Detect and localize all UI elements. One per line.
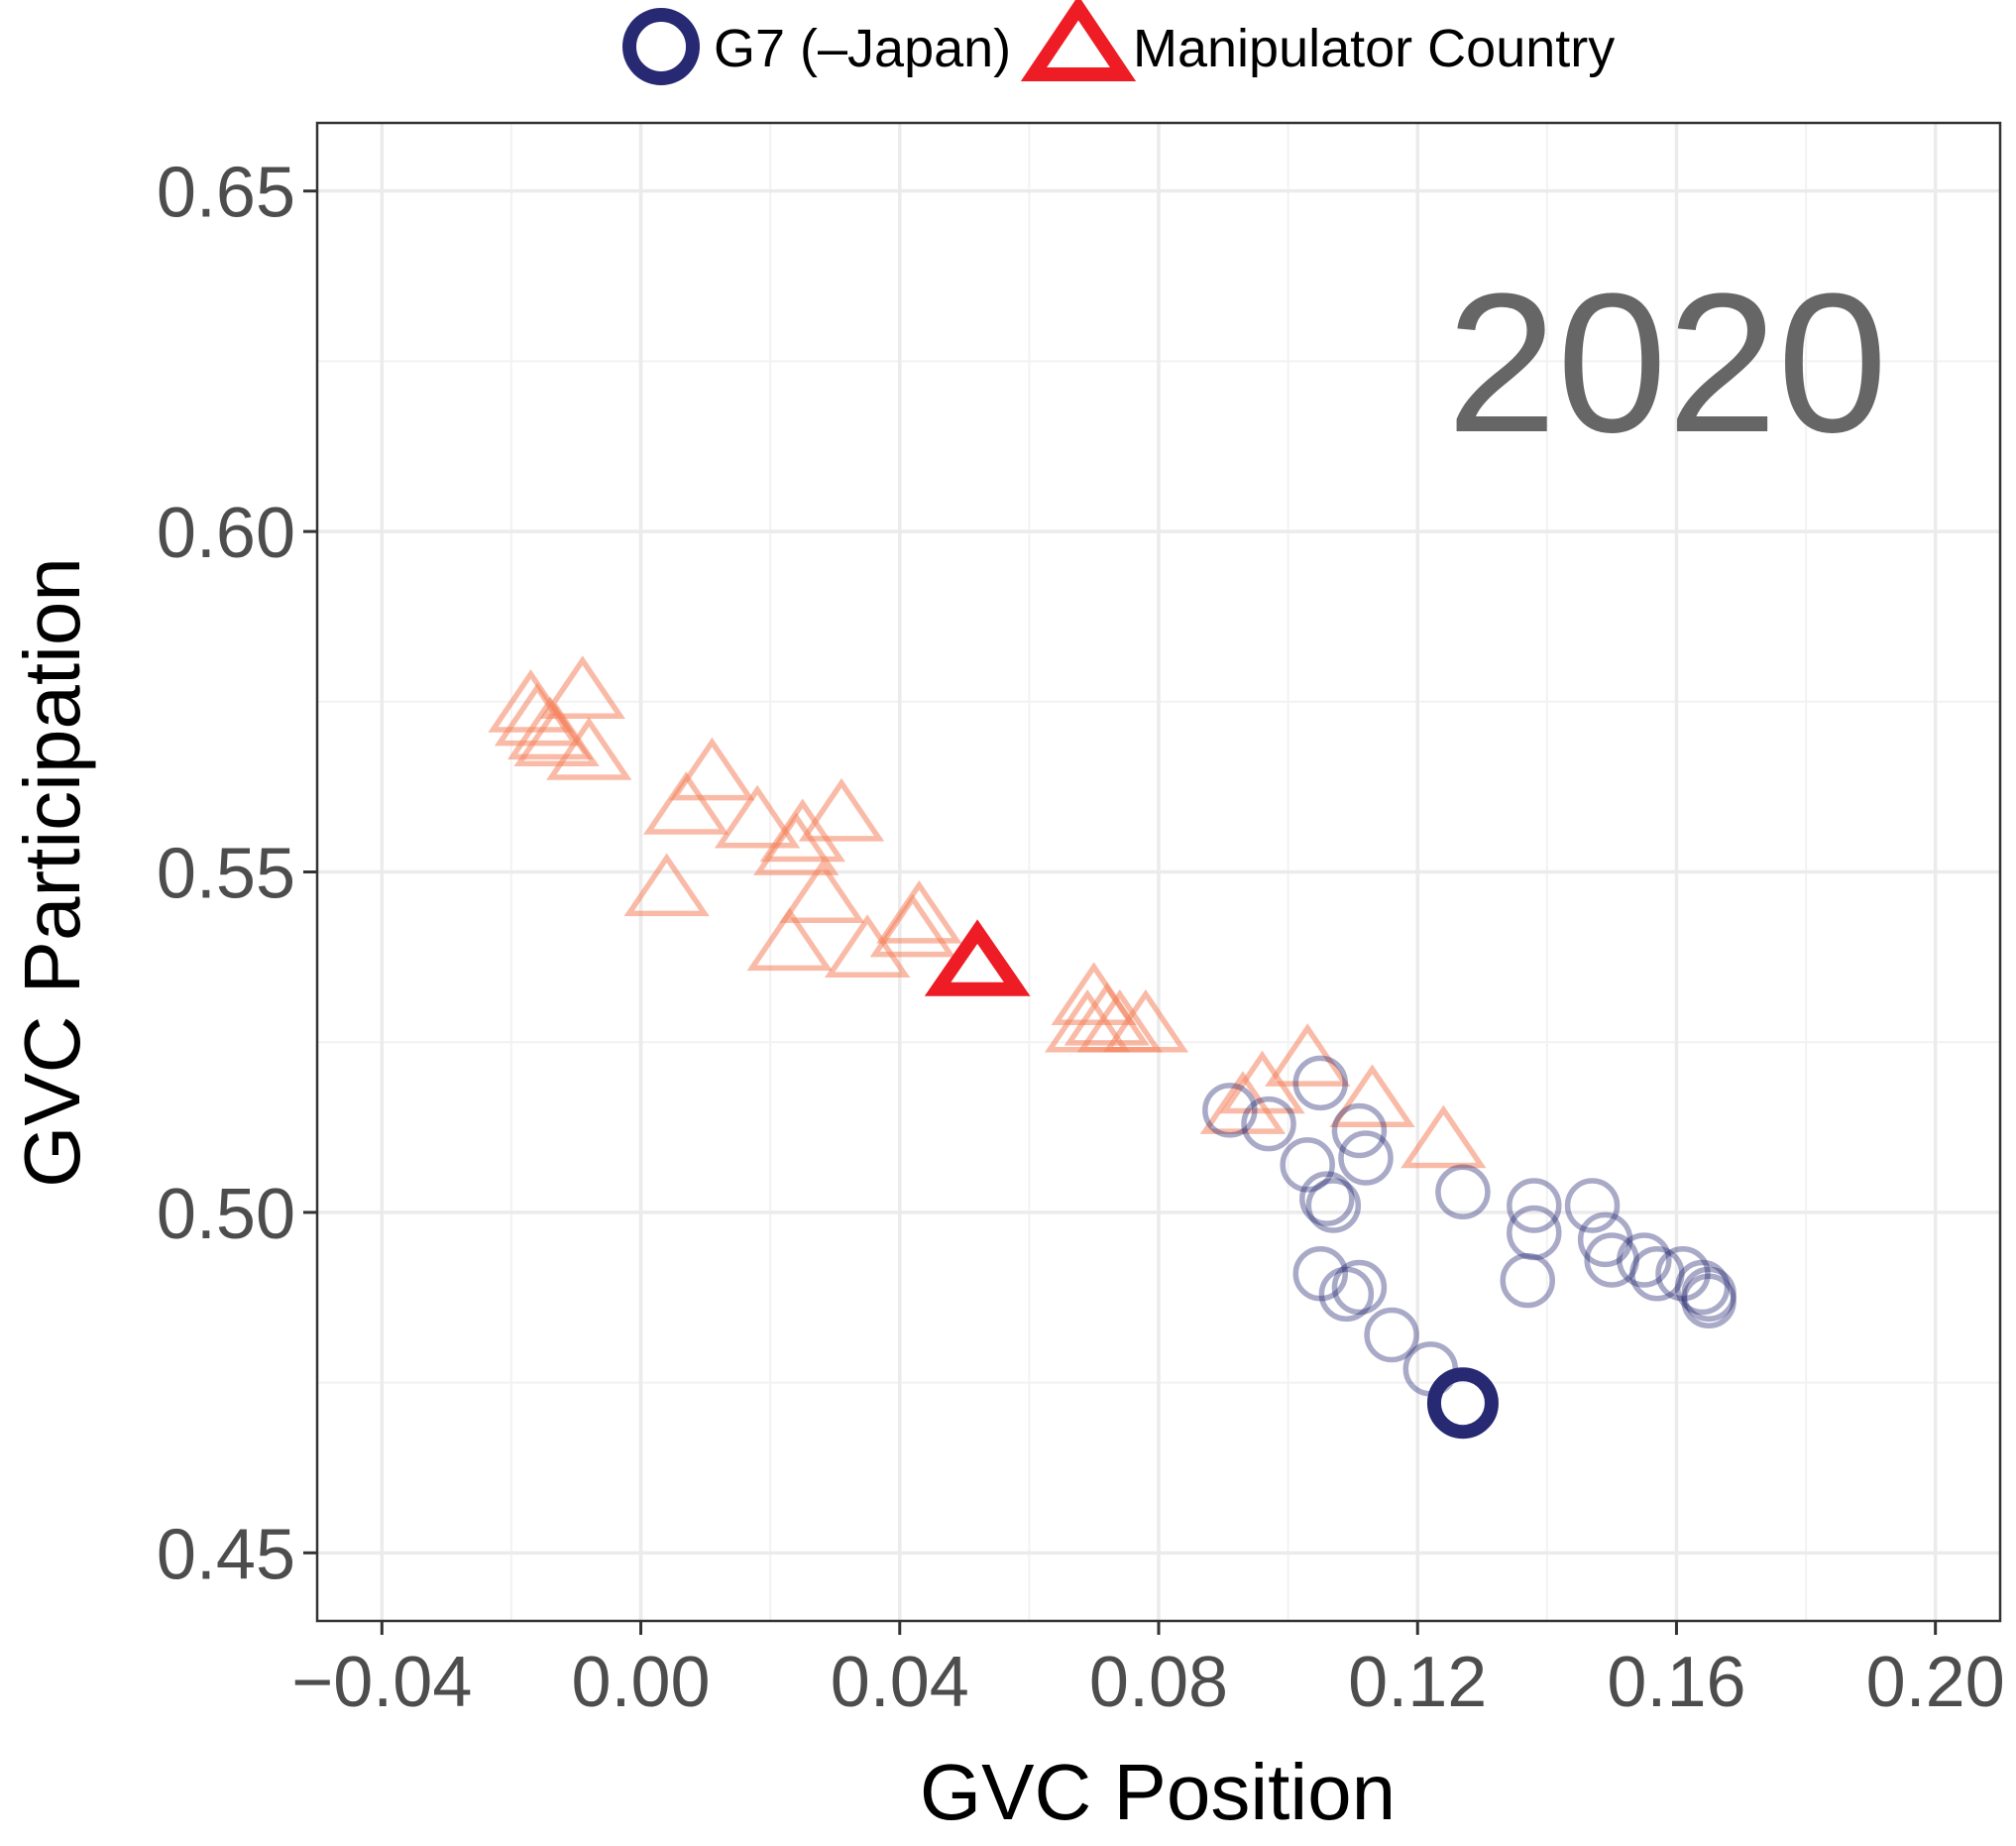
- x-tick-label: 0.04: [831, 1643, 969, 1722]
- manipulator-point: [759, 798, 845, 863]
- g7-point: [1577, 1211, 1633, 1268]
- g7-point: [1584, 1232, 1639, 1288]
- g7-point: [1305, 1178, 1362, 1233]
- g7-point: [1299, 1171, 1355, 1226]
- manipulator-point: [824, 914, 911, 978]
- manipulator-point: [643, 771, 729, 835]
- g7-point: [1507, 1205, 1562, 1261]
- manipulator-point: [1064, 981, 1150, 1046]
- y-tick-label: 0.45: [157, 1515, 295, 1594]
- g7-point: [1292, 1055, 1349, 1111]
- manipulator-point: [1400, 1104, 1487, 1169]
- g7-point: [1364, 1307, 1419, 1363]
- g7-point: [1617, 1232, 1672, 1288]
- legend: G7 (–Japan) Manipulator Country: [622, 0, 1615, 85]
- x-axis: −0.04 0.00 0.04 0.08 0.12 0.16 0.20: [291, 1621, 2005, 1722]
- x-tick-label: 0.08: [1089, 1643, 1228, 1722]
- manipulator-point: [714, 784, 801, 849]
- y-tick-label: 0.65: [157, 154, 295, 233]
- x-tick-label: 0.12: [1348, 1643, 1487, 1722]
- g7-point: [1629, 1245, 1685, 1302]
- legend-label-manipulator: Manipulator Country: [1133, 19, 1615, 78]
- g7-point: [1331, 1259, 1388, 1316]
- grid: [317, 123, 2000, 1621]
- g7-point: [1655, 1245, 1711, 1302]
- g7-point: [1681, 1266, 1736, 1323]
- g7-point: [1292, 1245, 1349, 1302]
- legend-circle-icon: [622, 8, 700, 85]
- highlighted-g7-point: [1426, 1367, 1499, 1440]
- g7-point: [1318, 1266, 1375, 1323]
- g7-point: [1280, 1137, 1335, 1193]
- g7-point: [1331, 1102, 1388, 1159]
- y-tick-label: 0.55: [157, 835, 295, 914]
- y-tick-label: 0.60: [157, 494, 295, 573]
- x-tick-label: 0.20: [1866, 1643, 2005, 1722]
- highlighted-manipulator-point: [924, 919, 1031, 996]
- manipulator-point: [1265, 1023, 1351, 1087]
- g7-point: [1500, 1252, 1556, 1309]
- manipulator-point: [798, 777, 885, 842]
- manipulator-point: [546, 717, 632, 780]
- g7-point: [1674, 1259, 1731, 1316]
- manipulator-point: [1199, 1071, 1287, 1134]
- g7-point: [1435, 1164, 1491, 1220]
- manipulator-point: [1102, 988, 1189, 1053]
- g7-point: [1507, 1178, 1562, 1233]
- manipulator-point: [779, 860, 865, 924]
- x-tick-label: −0.04: [291, 1643, 472, 1722]
- legend-triangle-icon: [1020, 0, 1137, 81]
- g7-point: [1681, 1273, 1736, 1328]
- x-axis-title: GVC Position: [920, 1748, 1396, 1836]
- manipulator-point: [746, 907, 833, 972]
- manipulator-point: [513, 703, 600, 767]
- manipulator-point: [669, 737, 755, 801]
- legend-label-g7: G7 (–Japan): [714, 19, 1011, 78]
- manipulator-point: [1329, 1064, 1415, 1128]
- year-annotation: 2020: [1447, 253, 1888, 474]
- data-points: [488, 655, 1736, 1440]
- x-tick-label: 0.16: [1607, 1643, 1745, 1722]
- y-axis: 0.45 0.50 0.55 0.60 0.65: [157, 154, 317, 1594]
- x-tick-label: 0.00: [571, 1643, 710, 1722]
- g7-point: [1202, 1083, 1258, 1138]
- manipulator-point: [539, 655, 625, 719]
- g7-point: [1338, 1130, 1394, 1186]
- manipulator-point: [623, 853, 710, 917]
- g7-point: [1564, 1178, 1621, 1233]
- manipulator-point: [876, 879, 962, 944]
- y-tick-label: 0.50: [157, 1175, 295, 1254]
- g7-point: [1241, 1096, 1296, 1152]
- y-axis-title: GVC Participation: [8, 557, 96, 1188]
